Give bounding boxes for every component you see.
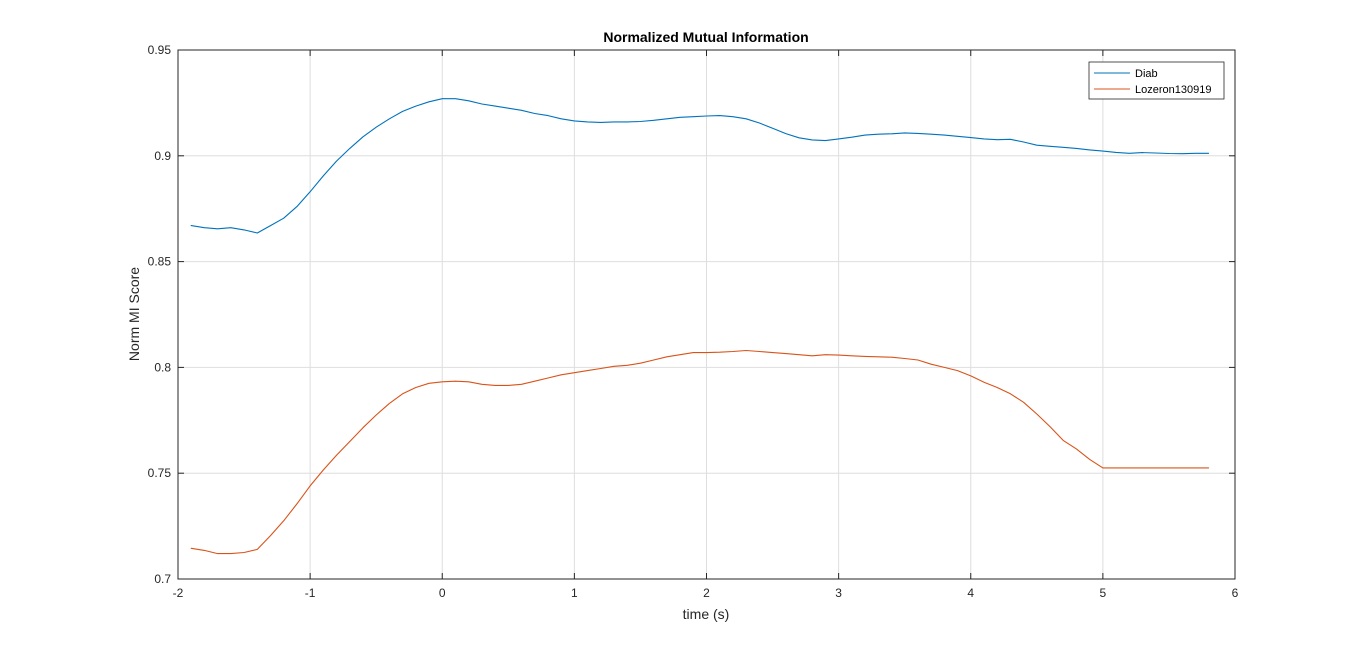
y-tick-label: 0.75: [148, 466, 172, 480]
x-tick-label: 4: [967, 586, 974, 600]
legend-box: [1088, 61, 1225, 100]
ticks: -2 -1 0 1 2 3 4 5 6 0.7 0.75 0.8 0.85 0.9 0.95: [148, 43, 1239, 600]
y-tick-label: 0.9: [154, 149, 171, 163]
series-line-lozeron130919: [190, 349, 1210, 555]
x-tick-label: -1: [305, 586, 316, 600]
legend-label-diab: Diab: [1135, 68, 1158, 80]
legend: Diab Lozeron130919: [1088, 61, 1225, 100]
x-tick-label: -2: [173, 586, 184, 600]
y-tick-label: 0.95: [148, 43, 172, 57]
y-tick-label: 0.8: [154, 360, 171, 374]
y-tick-label: 0.85: [148, 255, 172, 269]
x-axis-label: time (s): [683, 606, 730, 622]
x-tick-label: 6: [1232, 586, 1239, 600]
series-lines: [190, 98, 1210, 555]
chart-title: Normalized Mutual Information: [603, 29, 808, 45]
x-tick-label: 3: [835, 586, 842, 600]
series-line-diab: [190, 98, 1210, 234]
x-tick-label: 0: [439, 586, 446, 600]
y-axis-label: Norm MI Score: [126, 267, 142, 361]
x-tick-label: 5: [1100, 586, 1107, 600]
y-tick-label: 0.7: [154, 572, 171, 586]
x-tick-label: 2: [703, 586, 710, 600]
x-tick-label: 1: [571, 586, 578, 600]
grid: [178, 50, 1235, 579]
legend-label-lozeron: Lozeron130919: [1135, 84, 1211, 96]
